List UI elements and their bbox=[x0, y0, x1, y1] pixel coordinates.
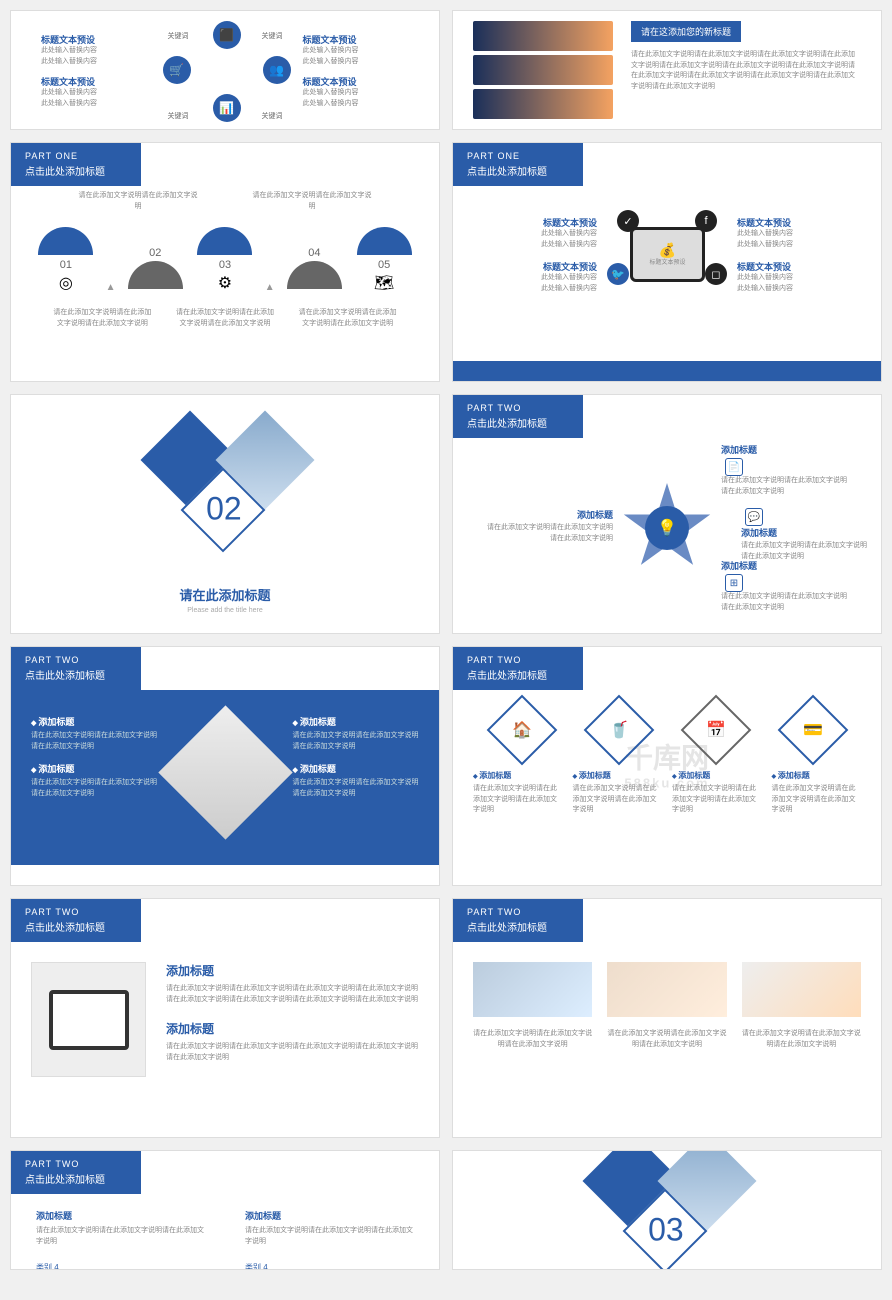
calendar-icon: 📅 bbox=[706, 720, 726, 740]
city-image bbox=[473, 21, 613, 51]
slide-4: PART ONE点击此处添加标题 标题文本预设此处输入替换内容此处输入替换内容 … bbox=[452, 142, 882, 382]
circle-node: ⬛ bbox=[213, 21, 241, 49]
grid-icon: ⊞ bbox=[725, 574, 743, 592]
slide-1: 标题文本预设此处输入替换内容此处输入替换内容 标题文本预设此处输入替换内容此处输… bbox=[10, 10, 440, 130]
section-subtitle: Please add the title here bbox=[187, 607, 263, 614]
slide-9: PART TWO点击此处添加标题 添加标题请在此添加文字说明请在此添加文字说明请… bbox=[10, 898, 440, 1138]
image-stack bbox=[473, 21, 613, 121]
circle-node: 🛒 bbox=[163, 56, 191, 84]
instagram-icon: ◻ bbox=[705, 263, 727, 285]
item-title: 标题文本预设 bbox=[41, 33, 148, 46]
slide-3: PART ONE点击此处添加标题 请在此添加文字说明请在此添加文字说明 请在此添… bbox=[10, 142, 440, 382]
right-items: 标题文本预设此处输入替换内容此处输入替换内容 标题文本预设此处输入替换内容此处输… bbox=[302, 25, 409, 117]
slide-grid: 标题文本预设此处输入替换内容此处输入替换内容 标题文本预设此处输入替换内容此处输… bbox=[0, 0, 892, 1280]
wallet-icon: 💳 bbox=[803, 720, 823, 740]
section-title: 请在此添加标题 bbox=[179, 585, 270, 604]
icon-diamond: 💳 bbox=[777, 695, 848, 766]
slide-2: 请在这添加您的新标题 请在此添加文字说明请在此添加文字说明请在此添加文字说明请在… bbox=[452, 10, 882, 130]
circle-node: 📊 bbox=[213, 94, 241, 122]
banner-desc: 请在此添加文字说明请在此添加文字说明请在此添加文字说明请在此添加文字说明请在此添… bbox=[631, 50, 861, 92]
map-icon: 🗺 bbox=[374, 275, 394, 292]
target-icon: ◎ bbox=[59, 275, 73, 292]
photo-2 bbox=[607, 962, 726, 1017]
arrow-icon: ▲ bbox=[265, 282, 275, 293]
banner-title: 请在这添加您的新标题 bbox=[631, 21, 741, 42]
slide-11: PART TWO点击此处添加标题 添加标题请在此添加文字说明请在此添加文字说明请… bbox=[10, 1150, 440, 1270]
photo-1 bbox=[473, 962, 592, 1017]
slide-12: 03 bbox=[452, 1150, 882, 1270]
slide-5: 02 请在此添加标题 Please add the title here bbox=[10, 394, 440, 634]
chat-icon: 💬 bbox=[745, 508, 763, 526]
photo-3 bbox=[742, 962, 861, 1017]
left-items: 标题文本预设此处输入替换内容此处输入替换内容 标题文本预设此处输入替换内容此处输… bbox=[41, 25, 148, 117]
twitter-icon: 🐦 bbox=[607, 263, 629, 285]
city-image bbox=[473, 89, 613, 119]
circle-node: 👥 bbox=[263, 56, 291, 84]
arrow-icon: ▲ bbox=[106, 282, 116, 293]
bulb-icon: 💡 bbox=[645, 506, 689, 550]
footer-bar bbox=[453, 361, 881, 381]
slide-10: PART TWO点击此处添加标题 请在此添加文字说明请在此添加文字说明请在此添加… bbox=[452, 898, 882, 1138]
social-diagram: ✓ f 🐦 ◻ 💰标题文本预设 bbox=[612, 215, 722, 295]
icon-diamond: 📅 bbox=[680, 695, 751, 766]
city-image bbox=[473, 55, 613, 85]
icon-diamond: 🥤 bbox=[583, 695, 654, 766]
slide-8: PART TWO点击此处添加标题 千库网588ku.com 🏠 🥤 📅 💳 添加… bbox=[452, 646, 882, 886]
icon-diamond: 🏠 bbox=[486, 695, 557, 766]
gear-icon: ⚙ bbox=[218, 275, 232, 292]
center-photo bbox=[158, 705, 292, 839]
arc-row: 01◎ ▲ 02 03⚙ ▲ 04 05🗺 bbox=[11, 217, 439, 303]
slide-header: PART ONE点击此处添加标题 bbox=[11, 143, 141, 186]
phone-graphic: 💰标题文本预设 bbox=[630, 227, 705, 282]
slide-6: PART TWO点击此处添加标题 💡 添加标题📄请在此添加文字说明请在此添加文字… bbox=[452, 394, 882, 634]
cup-icon: 🥤 bbox=[609, 720, 629, 740]
house-icon: 🏠 bbox=[512, 720, 532, 740]
diamond-cluster: 02 bbox=[115, 425, 335, 565]
doc-icon: 📄 bbox=[725, 458, 743, 476]
item-hint: 此处输入替换内容 bbox=[41, 46, 148, 57]
diamond-cluster: 03 bbox=[557, 1150, 777, 1269]
star-diagram: 💡 bbox=[622, 483, 712, 573]
slide-7: PART TWO点击此处添加标题 添加标题请在此添加文字说明请在此添加文字说明请… bbox=[10, 646, 440, 886]
tablet-image bbox=[31, 962, 146, 1077]
circle-diagram: ⬛ 🛒 👥 📊 关键词 关键词 关键词 关键词 bbox=[148, 16, 303, 126]
